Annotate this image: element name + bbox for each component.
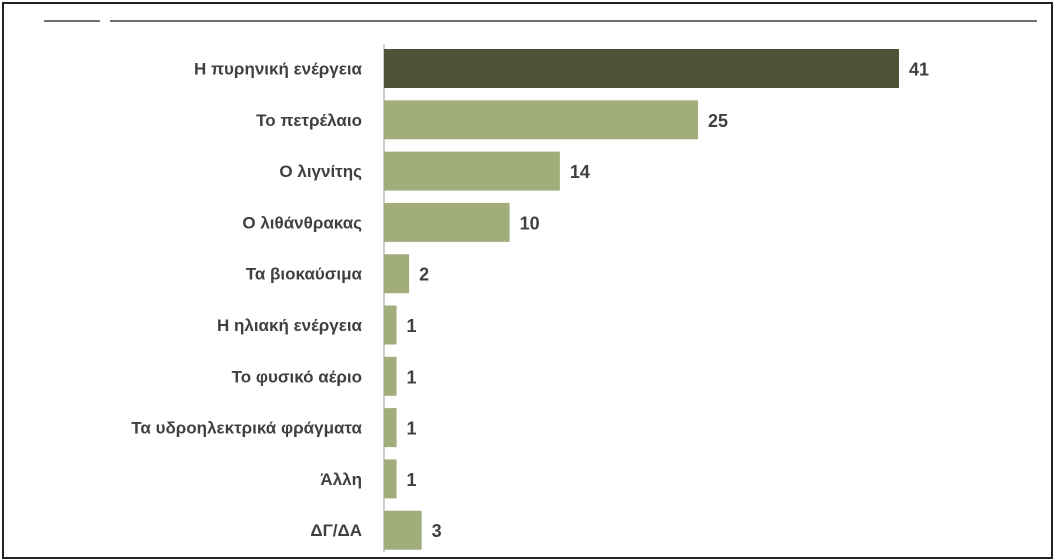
data-label: 25 [708,111,728,131]
data-label: 10 [520,213,540,233]
data-label: 14 [570,162,590,182]
header-rule-long [110,20,1037,22]
data-label: 1 [407,470,417,490]
category-label: Το πετρέλαιο [256,111,362,130]
data-label: 1 [407,419,417,439]
bar [384,356,397,396]
data-label: 2 [419,265,429,285]
bar [384,305,397,345]
bar [384,100,699,140]
data-label: 1 [407,367,417,387]
bar [384,459,397,499]
category-label: Το φυσικό αέριο [232,367,362,386]
bar [384,510,422,550]
bar [384,254,410,294]
bar [384,151,560,191]
category-label: Ο λιθάνθρακας [242,213,362,232]
category-label: Τα βιοκαύσιμα [246,265,363,284]
data-label: 41 [909,60,929,80]
bar [384,408,397,448]
category-label: Άλλη [320,470,362,489]
category-label: Τα υδροηλεκτρικά φράγματα [131,419,362,438]
category-label: Η ηλιακή ενέργεια [217,316,363,335]
bar [384,202,510,242]
category-label: Ο λιγνίτης [279,162,362,181]
category-label: Η πυρηνική ενέργεια [194,60,363,79]
header-rule-short [44,20,100,22]
data-label: 3 [432,521,442,541]
category-label: ΔΓ/ΔΑ [310,521,362,540]
data-label: 1 [407,316,417,336]
bar [384,49,899,88]
